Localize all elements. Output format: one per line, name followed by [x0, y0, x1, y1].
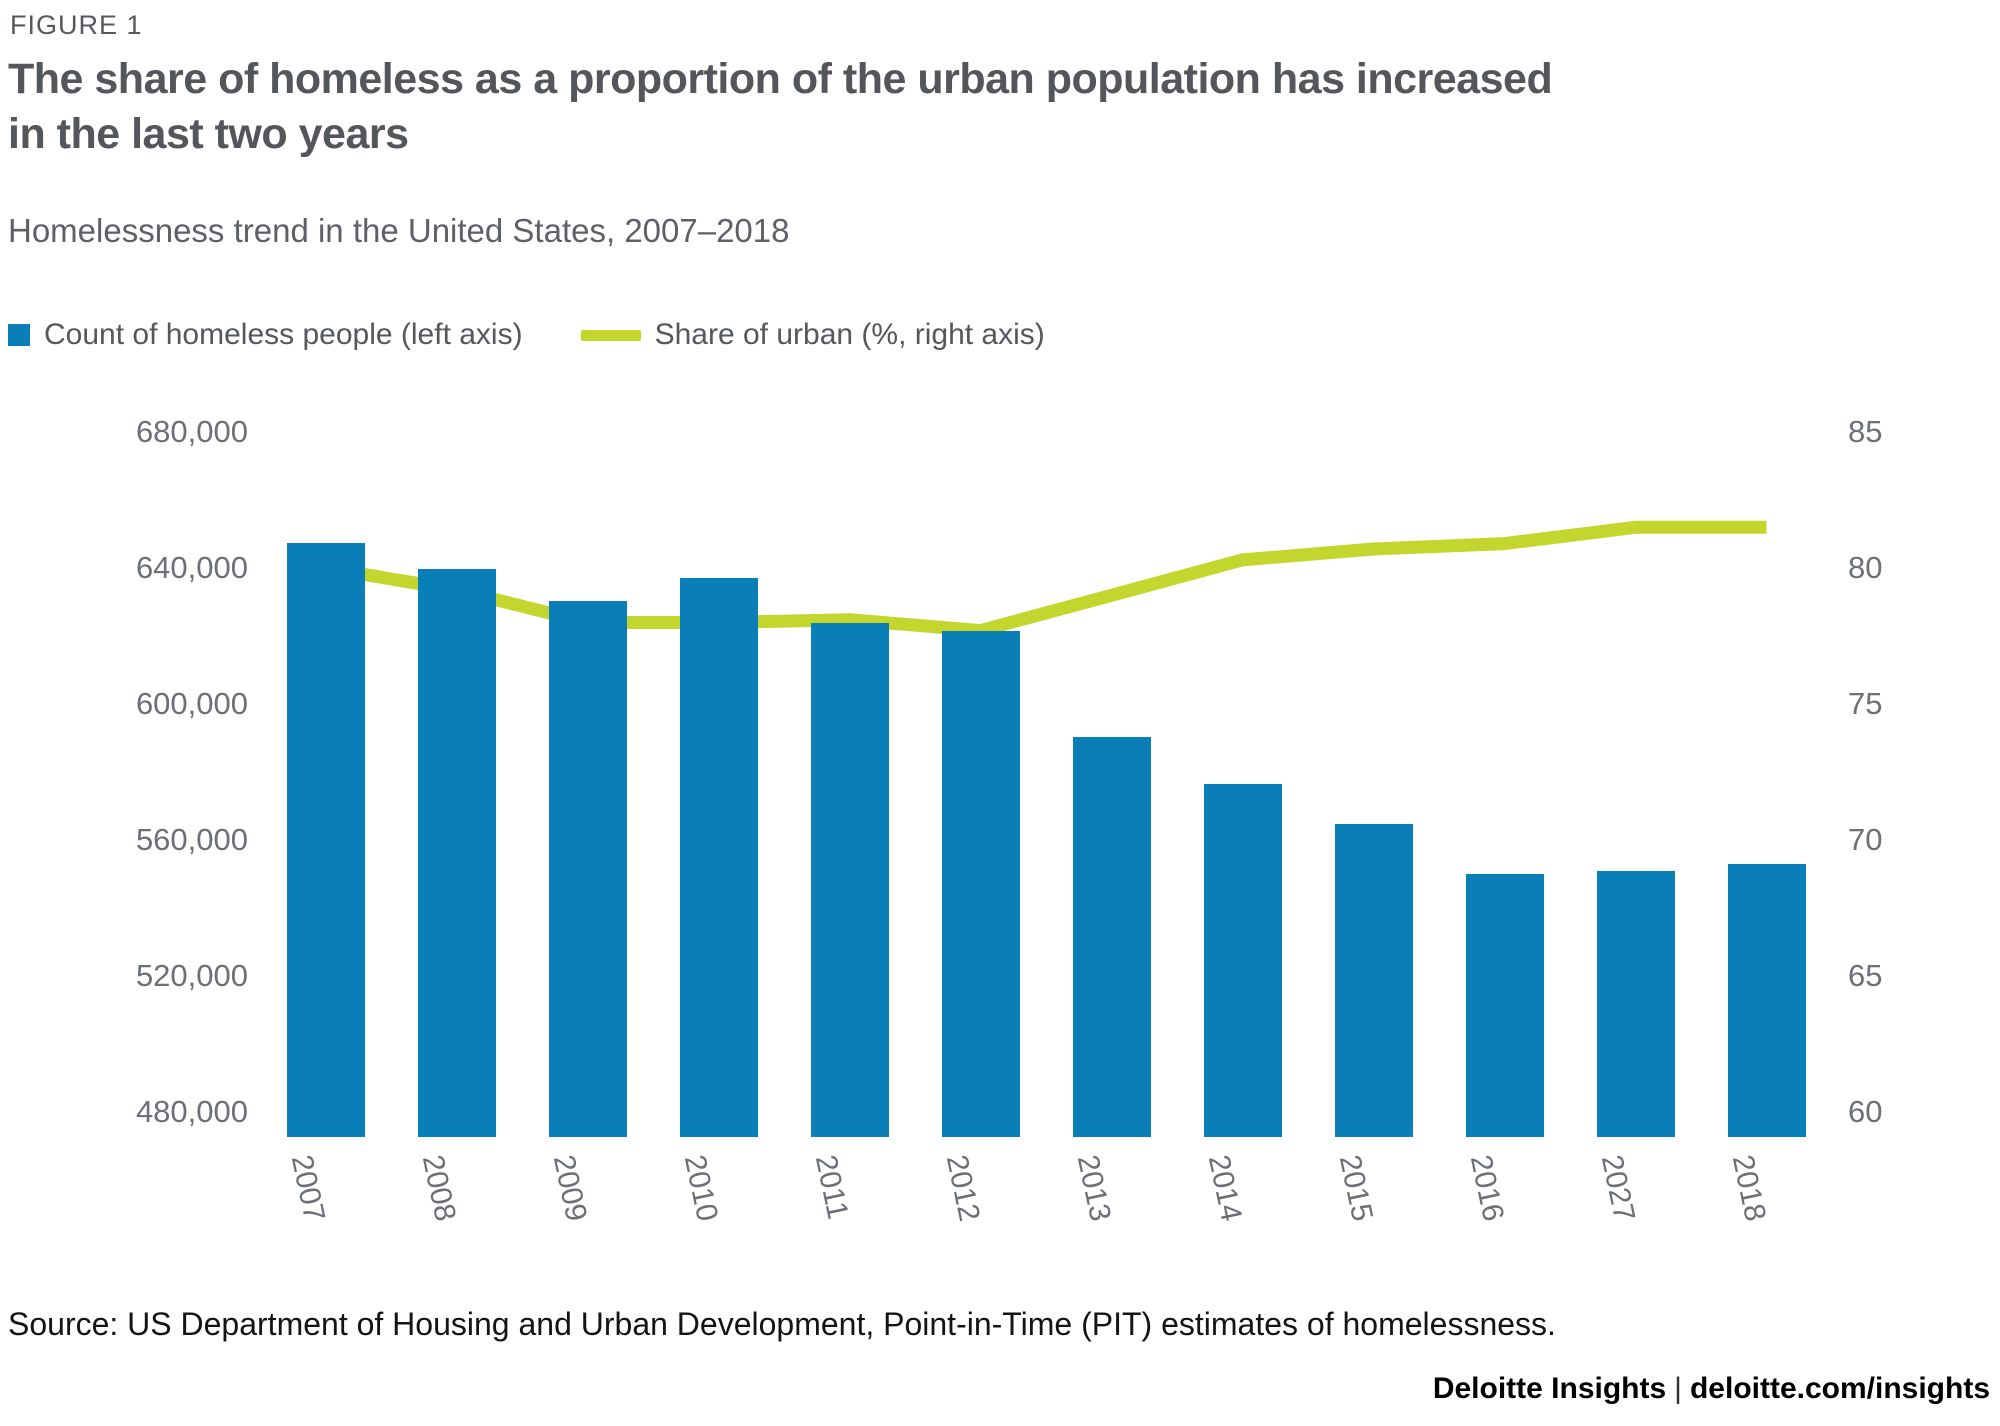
- chart-subtitle: Homelessness trend in the United States,…: [8, 212, 790, 249]
- left-axis-tick-560,000: 560,000: [135, 822, 248, 857]
- legend-item-bars: Count of homeless people (left axis): [8, 318, 523, 352]
- right-axis-tick-75: 75: [1848, 686, 1883, 722]
- left-axis-tick-640,000: 640,000: [135, 550, 248, 585]
- figure-label: FIGURE 1: [10, 10, 143, 40]
- legend-bars-label: Count of homeless people (left axis): [44, 318, 523, 351]
- bar-2009: [548, 601, 627, 1137]
- bar-2014: [1203, 784, 1282, 1137]
- left-axis-tick-520,000: 520,000: [135, 958, 248, 993]
- bar-2016: [1465, 874, 1544, 1137]
- bar-2015: [1334, 824, 1413, 1137]
- bar-2013: [1072, 736, 1151, 1137]
- bar-2007: [286, 543, 365, 1137]
- share-of-urban-polyline: [324, 520, 1767, 638]
- footer-url: deloitte.com/insights: [1689, 1372, 1990, 1405]
- bar-2012: [941, 630, 1020, 1137]
- x-axis-label-2011: 2011: [808, 1152, 854, 1222]
- x-axis-label-2007: 2007: [284, 1152, 331, 1225]
- chart-title-line1: The share of homeless as a proportion of…: [8, 55, 1553, 103]
- source-note: Source: US Department of Housing and Urb…: [8, 1306, 1556, 1342]
- left-axis-tick-680,000: 680,000: [135, 414, 248, 449]
- footer-separator: |: [1674, 1372, 1682, 1405]
- right-axis-tick-70: 70: [1848, 822, 1883, 858]
- footer-attribution: Deloitte Insights | deloitte.com/insights: [1433, 1372, 1990, 1406]
- x-axis-label-2015: 2015: [1332, 1152, 1379, 1225]
- bar-2011: [810, 623, 889, 1137]
- x-axis-label-2014: 2014: [1201, 1152, 1248, 1225]
- left-axis-tick-600,000: 600,000: [135, 686, 248, 721]
- chart-title: The share of homeless as a proportion of…: [8, 52, 1608, 162]
- x-axis-label-2018: 2018: [1725, 1152, 1772, 1225]
- x-axis-label-2027: 2027: [1594, 1152, 1641, 1225]
- bar-2027: [1596, 870, 1675, 1137]
- footer-brand: Deloitte Insights: [1432, 1372, 1667, 1405]
- right-axis-tick-85: 85: [1848, 414, 1883, 450]
- x-axis-label-2012: 2012: [939, 1152, 986, 1225]
- plot-area: [260, 400, 1832, 1137]
- legend-item-line: Share of urban (%, right axis): [580, 318, 1045, 352]
- x-axis-label-2009: 2009: [546, 1152, 593, 1225]
- left-axis-tick-480,000: 480,000: [135, 1093, 248, 1129]
- x-axis-label-2016: 2016: [1463, 1152, 1510, 1225]
- legend-line-label: Share of urban (%, right axis): [654, 318, 1045, 351]
- bar-2018: [1727, 864, 1806, 1137]
- line-series-swatch-icon: [580, 329, 641, 341]
- bar-2010: [679, 577, 758, 1137]
- right-axis-tick-65: 65: [1848, 958, 1883, 993]
- right-axis-tick-60: 60: [1848, 1093, 1883, 1129]
- right-axis-tick-80: 80: [1848, 550, 1883, 586]
- x-axis-label-2010: 2010: [677, 1152, 724, 1225]
- chart-title-line2: in the last two years: [8, 110, 409, 159]
- x-axis-label-2013: 2013: [1070, 1152, 1117, 1225]
- bar-series-swatch-icon: [8, 324, 30, 346]
- x-axis-label-2008: 2008: [415, 1152, 462, 1225]
- bar-2008: [417, 568, 496, 1137]
- chart-legend: Count of homeless people (left axis) Sha…: [8, 318, 1045, 352]
